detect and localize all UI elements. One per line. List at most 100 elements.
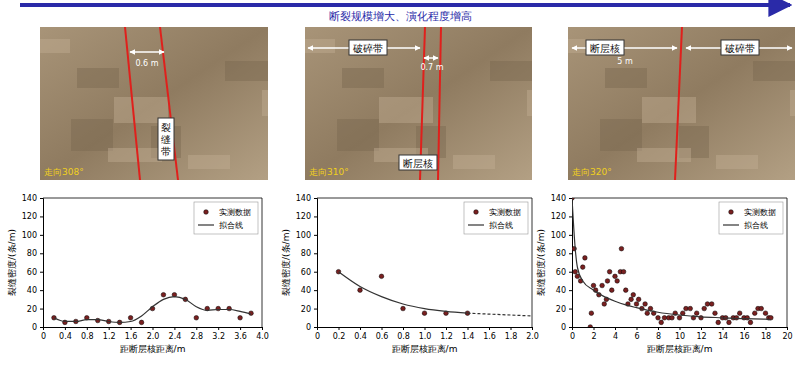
legend-label: 实测数据: [489, 208, 521, 217]
data-point: [588, 325, 593, 327]
rock-texture: [108, 148, 162, 162]
y-tick-mark: [40, 327, 43, 328]
data-point: [662, 315, 667, 320]
photo-label: 5 m: [617, 57, 633, 66]
x-tick: 2.8: [190, 327, 203, 341]
data-point: [422, 311, 427, 316]
x-tick-mark: [489, 327, 490, 330]
x-tick-label: 2.4: [169, 332, 182, 341]
y-tick-label: 60: [301, 268, 311, 277]
x-tick: 2.4: [169, 327, 182, 341]
x-tick-label: 1.6: [125, 332, 138, 341]
x-axis: 02468101214161820: [570, 327, 793, 341]
x-tick: 1.2: [440, 327, 453, 341]
y-tick-mark: [569, 235, 572, 236]
plot-frame: [572, 198, 787, 199]
x-axis-title: 距断层核距离/m: [120, 344, 186, 354]
data-point: [621, 269, 626, 274]
x-tick: 0.8: [81, 327, 94, 341]
x-tick-mark: [787, 327, 788, 330]
x-tick: 18: [761, 327, 771, 341]
x-tick: 1.4: [462, 327, 475, 341]
y-tick: 40: [556, 286, 572, 295]
x-tick: 6: [634, 327, 639, 341]
x-tick-label: 2.0: [526, 332, 539, 341]
y-tick-mark: [40, 290, 43, 291]
legend-box: [464, 202, 528, 234]
x-tick-label: 0.8: [397, 332, 410, 341]
x-tick-mark: [218, 327, 219, 330]
data-point: [709, 302, 714, 307]
fault-line: [438, 27, 441, 180]
x-tick-label: 3.2: [212, 332, 225, 341]
x-tick-mark: [339, 327, 340, 330]
data-point: [634, 302, 639, 307]
y-tick: 20: [301, 305, 317, 314]
x-tick-mark: [174, 327, 175, 330]
data-point: [752, 311, 757, 316]
banner-title: 断裂规模增大、演化程度增高: [329, 10, 472, 23]
data-point: [629, 297, 634, 302]
y-tick-label: 60: [556, 268, 566, 277]
figure: 断裂规模增大、演化程度增高0.6 m裂缝带走向308°破碎带0.7 m断层核走向…: [0, 0, 800, 370]
y-tick: 80: [27, 249, 43, 258]
x-tick-mark: [360, 327, 361, 330]
data-point: [659, 320, 664, 325]
data-point: [358, 288, 363, 293]
plot-frame: [787, 198, 788, 327]
x-tick: 0: [570, 327, 575, 341]
x-tick-label: 1.0: [419, 332, 432, 341]
y-tick-mark: [314, 327, 317, 328]
photo-label: 0.7 m: [420, 63, 443, 72]
chart: 00.20.40.60.81.01.21.41.61.82.0020406080…: [281, 194, 539, 354]
y-tick: 60: [301, 268, 317, 277]
y-tick-mark: [569, 272, 572, 273]
x-tick-mark: [240, 327, 241, 330]
x-tick-mark: [446, 327, 447, 330]
y-tick: 100: [551, 231, 572, 240]
x-tick-label: 0.2: [333, 332, 346, 341]
y-tick-label: 40: [556, 286, 566, 295]
x-tick-label: 0.4: [59, 332, 72, 341]
data-point: [643, 302, 648, 307]
y-tick: 0: [561, 323, 572, 332]
legend-swatch: [198, 224, 214, 225]
x-tick-mark: [262, 327, 263, 330]
legend-swatch: [204, 210, 209, 215]
y-tick-label: 40: [27, 286, 37, 295]
rock-texture: [637, 148, 691, 162]
data-point: [677, 315, 682, 320]
data-point: [702, 306, 707, 311]
y-tick-mark: [569, 216, 572, 217]
label-box: [158, 118, 174, 160]
y-tick-mark: [40, 198, 43, 199]
x-tick-label: 14: [718, 332, 728, 341]
x-tick: 10: [675, 327, 685, 341]
plot-frame: [43, 198, 262, 199]
y-tick: 60: [556, 268, 572, 277]
label-box: [399, 155, 437, 170]
y-tick: 140: [22, 194, 43, 203]
rock-texture: [600, 119, 642, 151]
legend-swatch: [729, 210, 734, 215]
x-tick-label: 3.6: [234, 332, 247, 341]
rock-texture: [77, 68, 119, 88]
y-tick: 0: [32, 323, 43, 332]
data-point: [580, 265, 585, 270]
x-tick-mark: [382, 327, 383, 330]
y-tick: 0: [306, 323, 317, 332]
rock-texture: [337, 119, 379, 151]
photo-label: 破碎带: [724, 43, 755, 54]
y-tick: 80: [556, 249, 572, 258]
plot-area: [52, 292, 254, 324]
data-point: [645, 311, 650, 316]
y-tick-label: 80: [301, 249, 311, 258]
y-tick-label: 100: [296, 231, 311, 240]
legend-label: 拟合线: [744, 221, 768, 230]
x-axis-line: [318, 328, 533, 331]
y-tick-label: 80: [27, 249, 37, 258]
x-tick-label: 12: [696, 332, 706, 341]
x-tick-mark: [511, 327, 512, 330]
x-tick-label: 8: [656, 332, 661, 341]
rock-texture: [716, 155, 758, 169]
